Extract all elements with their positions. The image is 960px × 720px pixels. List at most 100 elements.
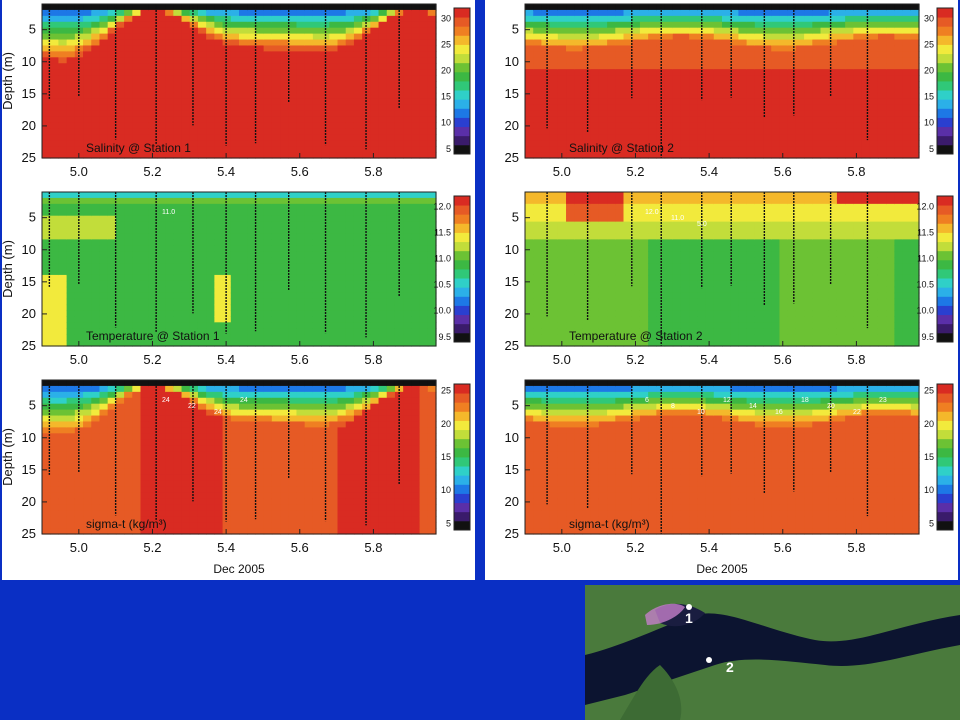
heatmap-cell xyxy=(730,81,740,88)
heatmap-cell xyxy=(140,227,150,235)
heatmap-cell xyxy=(353,221,363,229)
heatmap-cell xyxy=(337,462,347,470)
heatmap-cell xyxy=(845,63,854,70)
heatmap-cell xyxy=(370,63,380,70)
heatmap-cell xyxy=(173,280,183,288)
heatmap-cell xyxy=(165,380,174,387)
heatmap-cell xyxy=(83,286,92,294)
heatmap-cell xyxy=(124,45,133,52)
heatmap-cell xyxy=(370,298,380,306)
x-tick-label: 5.8 xyxy=(364,352,382,367)
heatmap-cell xyxy=(631,4,641,11)
heatmap-cell xyxy=(280,310,289,317)
heatmap-cell xyxy=(222,310,232,317)
heatmap-cell xyxy=(115,322,125,329)
heatmap-cell xyxy=(345,328,355,335)
heatmap-cell xyxy=(230,462,240,470)
heatmap-cell xyxy=(288,504,298,511)
heatmap-cell xyxy=(156,21,166,29)
heatmap-cell xyxy=(255,203,265,211)
heatmap-cell xyxy=(394,221,404,229)
heatmap-cell xyxy=(312,110,322,118)
heatmap-cell xyxy=(156,27,166,35)
heatmap-cell xyxy=(639,9,649,17)
heatmap-cell xyxy=(419,227,429,235)
heatmap-cell xyxy=(255,81,265,88)
heatmap-cell xyxy=(148,116,158,124)
heatmap-cell xyxy=(362,269,371,276)
heatmap-cell xyxy=(197,274,207,282)
heatmap-cell xyxy=(853,39,863,47)
heatmap-cell xyxy=(132,280,142,288)
heatmap-cell xyxy=(91,146,101,153)
heatmap-cell xyxy=(812,75,822,82)
heatmap-cell xyxy=(140,445,150,452)
heatmap-cell xyxy=(353,403,363,411)
heatmap-cell xyxy=(197,192,207,199)
heatmap-cell xyxy=(689,45,698,52)
heatmap-cell xyxy=(239,45,248,52)
heatmap-cell xyxy=(689,39,698,47)
heatmap-cell xyxy=(197,245,207,252)
heatmap-cell xyxy=(787,57,797,64)
heatmap-cell xyxy=(411,128,421,135)
heatmap-cell xyxy=(779,4,789,11)
heatmap-cell xyxy=(631,57,641,64)
heatmap-cell xyxy=(296,322,306,329)
heatmap-cell xyxy=(288,192,298,199)
heatmap-cell xyxy=(738,134,748,141)
heatmap-cell xyxy=(156,286,166,294)
heatmap-cell xyxy=(124,328,133,335)
heatmap-cell xyxy=(353,427,363,434)
x-tick-label: 5.8 xyxy=(364,540,382,555)
heatmap-cell xyxy=(181,286,191,294)
heatmap-cell xyxy=(779,122,789,129)
heatmap-cell xyxy=(140,45,150,52)
heatmap-cell xyxy=(828,146,838,153)
y-tick-label: 10 xyxy=(22,430,36,445)
heatmap-cell xyxy=(58,486,68,494)
heatmap-cell xyxy=(321,215,330,223)
heatmap-cell xyxy=(623,104,633,112)
heatmap-cell xyxy=(42,146,51,153)
heatmap-cell xyxy=(140,528,150,535)
heatmap-cell xyxy=(370,98,380,106)
colorbar-frame xyxy=(453,7,471,155)
heatmap-cell xyxy=(197,257,207,264)
heatmap-cell xyxy=(713,33,723,41)
heatmap-cell xyxy=(836,104,846,112)
heatmap-cell xyxy=(288,415,298,423)
heatmap-cell xyxy=(689,92,698,100)
heatmap-cell xyxy=(296,510,306,517)
heatmap-cell xyxy=(771,33,781,41)
heatmap-cell xyxy=(590,104,600,112)
heatmap-cell xyxy=(50,322,60,329)
heatmap-cell xyxy=(312,128,322,135)
heatmap-cell xyxy=(353,486,363,494)
heatmap-cell xyxy=(115,522,125,529)
heatmap-cell xyxy=(353,110,363,118)
heatmap-cell xyxy=(288,221,298,229)
heatmap-cell xyxy=(107,152,117,159)
heatmap-cell xyxy=(795,75,805,82)
heatmap-cell xyxy=(386,269,396,276)
heatmap-cell xyxy=(337,221,347,229)
heatmap-cell xyxy=(280,98,289,106)
heatmap-cell xyxy=(247,21,257,29)
heatmap-cell xyxy=(124,457,133,464)
heatmap-cell xyxy=(394,504,404,511)
heatmap-cell xyxy=(83,116,92,124)
heatmap-cell xyxy=(370,92,380,100)
heatmap-cell xyxy=(132,397,142,405)
heatmap-cell xyxy=(795,27,805,35)
heatmap-cell xyxy=(206,227,215,235)
heatmap-cell xyxy=(50,409,60,417)
heatmap-cell xyxy=(566,92,575,100)
heatmap-cell xyxy=(730,152,740,159)
heatmap-cell xyxy=(74,286,84,294)
heatmap-cell xyxy=(148,45,158,52)
heatmap-cell xyxy=(99,128,109,135)
heatmap-cell xyxy=(214,304,224,312)
heatmap-cell xyxy=(795,69,805,76)
heatmap-cell xyxy=(672,98,682,106)
